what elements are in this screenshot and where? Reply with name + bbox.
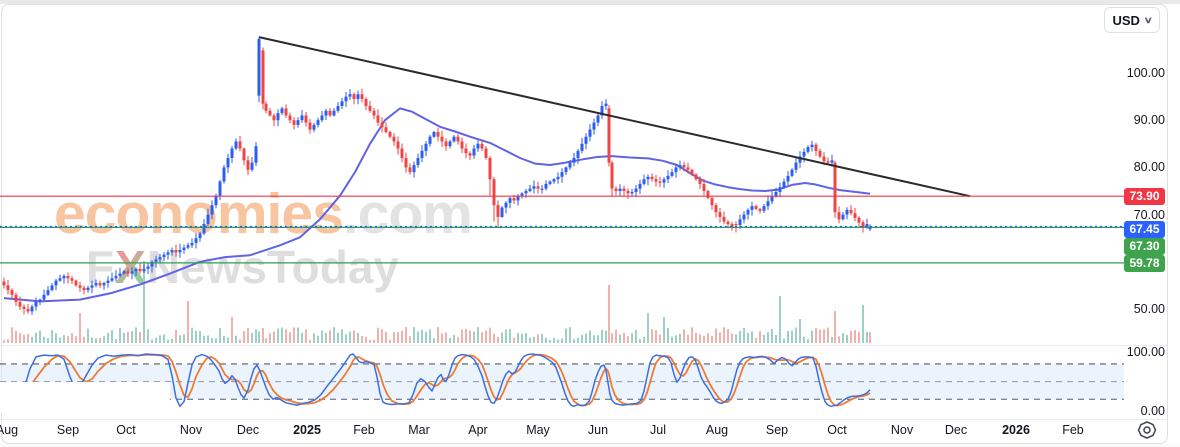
time-axis-label: Oct <box>116 423 136 437</box>
price-axis-label: 80.00 <box>1133 160 1165 175</box>
time-axis-label: Mar <box>408 423 430 437</box>
panel-separator-main <box>0 345 1167 346</box>
time-axis-label: Dec <box>944 423 968 437</box>
currency-selector-label: USD <box>1112 12 1140 28</box>
price-level-badge: 67.30 <box>1124 237 1165 255</box>
time-axis-label: 2026 <box>1002 423 1030 437</box>
page-top-strip <box>0 0 1180 4</box>
time-axis-label: 2025 <box>293 423 321 437</box>
price-axis-label: 70.00 <box>1133 207 1165 222</box>
time-axis-label: May <box>526 423 550 437</box>
time-axis-label: Dec <box>236 423 260 437</box>
time-axis-label: Feb <box>353 423 375 437</box>
time-axis-label: Sep <box>765 423 789 437</box>
time-axis-label: Jun <box>587 423 609 437</box>
currency-selector[interactable]: USD ∨ <box>1104 7 1160 33</box>
time-axis-label: Feb <box>1062 423 1084 437</box>
panel-separator-timeaxis <box>0 419 1167 420</box>
price-level-badge: 59.78 <box>1124 254 1165 272</box>
price-axis-label: 50.00 <box>1133 302 1165 316</box>
time-axis-label: Jul <box>650 423 666 437</box>
time-axis-label: Nov <box>179 423 203 437</box>
page-bottom-strip <box>0 444 1180 447</box>
time-axis-label: Aug <box>0 423 19 437</box>
time-axis-label: Oct <box>827 423 847 437</box>
time-axis-label: Aug <box>705 423 729 437</box>
time-axis-label: Sep <box>56 423 80 437</box>
settings-icon[interactable] <box>1136 420 1158 440</box>
price-axis-label: 100.00 <box>1126 66 1165 80</box>
time-axis-label: Apr <box>468 423 488 437</box>
price-level-badge: 73.90 <box>1124 187 1165 205</box>
price-level-badge: 67.45 <box>1124 220 1165 238</box>
oscillator-axis-label: 100.00 <box>1126 345 1165 360</box>
time-axis-label: Nov <box>890 423 914 437</box>
price-axis-label: 90.00 <box>1133 113 1165 128</box>
chevron-down-icon: ∨ <box>1143 14 1153 25</box>
oscillator-axis-label: 0.00 <box>1140 404 1165 418</box>
